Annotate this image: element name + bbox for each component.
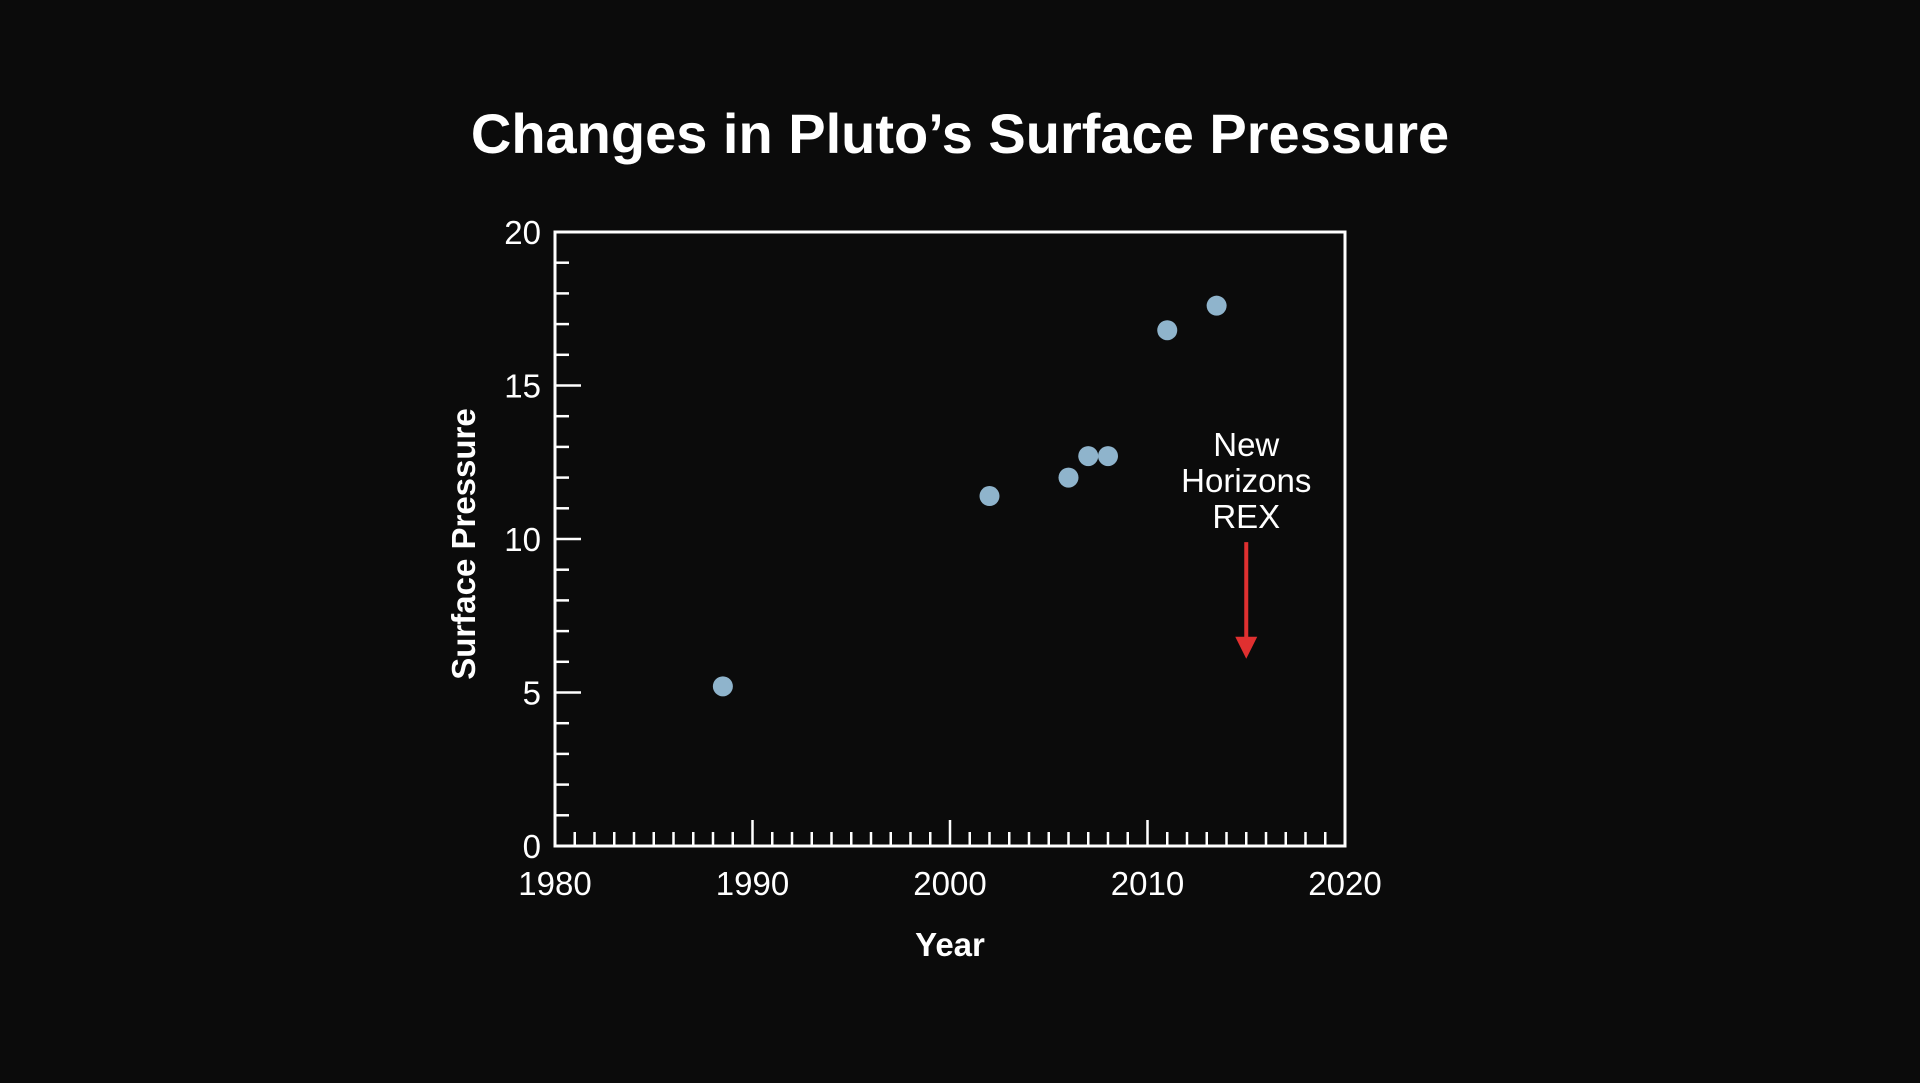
y-tick-label: 10 [504, 521, 541, 558]
annotation-arrow-head [1235, 636, 1258, 659]
data-point [979, 486, 1000, 507]
y-tick-label: 0 [523, 828, 541, 865]
axis-ticks [553, 230, 1347, 848]
x-tick-label: 1980 [518, 865, 591, 902]
data-point [1078, 446, 1099, 467]
data-point [1206, 295, 1227, 316]
data-points [712, 295, 1227, 697]
data-point [1058, 467, 1079, 488]
plot-frame [553, 230, 1347, 848]
y-tick-label: 15 [504, 368, 541, 405]
y-tick-label: 5 [523, 675, 541, 712]
data-point [1157, 320, 1178, 341]
x-axis-label: Year [915, 926, 985, 963]
data-point [712, 676, 733, 697]
y-axis-label: Surface Pressure [445, 408, 482, 680]
annotation-text: REX [1212, 498, 1280, 535]
data-point [1098, 446, 1118, 467]
y-tick-label: 20 [504, 214, 541, 251]
tick-labels: 1980 1990 2000 2010 2020 0 5 10 15 20 [504, 214, 1381, 902]
chart-title: Changes in Pluto’s Surface Pressure [471, 102, 1449, 165]
x-tick-label: 1990 [716, 865, 789, 902]
x-tick-label: 2020 [1308, 865, 1381, 902]
annotation-text: Horizons [1181, 462, 1311, 499]
annotation-text: New [1213, 426, 1279, 463]
x-tick-label: 2000 [913, 865, 986, 902]
x-tick-label: 2010 [1111, 865, 1184, 902]
